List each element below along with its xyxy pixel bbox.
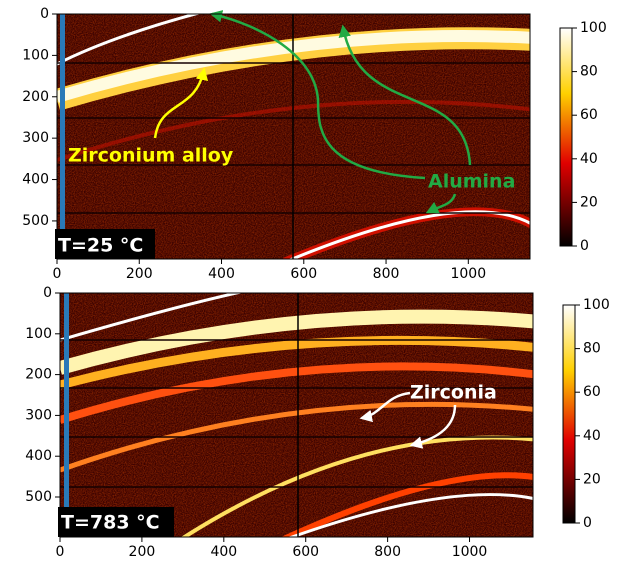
annotation: T=783 °C <box>61 512 160 534</box>
detector-image <box>57 14 530 259</box>
label-box <box>55 229 155 259</box>
x-tick-label: 1000 <box>452 544 488 560</box>
x-tick-label: 400 <box>210 544 237 560</box>
colorbar-tick-label: 20 <box>583 471 601 487</box>
y-tick-label: 400 <box>22 172 49 188</box>
annotation: Zirconia <box>410 382 497 404</box>
x-tick-label: 600 <box>290 266 317 282</box>
colorbar <box>559 27 573 247</box>
x-tick-label: 0 <box>56 544 65 560</box>
colorbar-tick-label: 60 <box>583 384 601 400</box>
y-tick-label: 0 <box>40 6 49 22</box>
annotation: T=25 °C <box>58 235 143 257</box>
x-tick-label: 400 <box>208 266 235 282</box>
colorbar-tick-label: 80 <box>583 341 601 357</box>
annotation: Alumina <box>428 171 515 193</box>
x-tick-label: 1000 <box>450 266 486 282</box>
y-tick-label: 300 <box>25 407 52 423</box>
colorbar-tick-label: 80 <box>580 64 598 80</box>
x-tick-label: 800 <box>374 544 401 560</box>
colorbar-tick-label: 40 <box>580 151 598 167</box>
colorbar-tick-label: 20 <box>580 194 598 210</box>
x-tick-label: 600 <box>292 544 319 560</box>
colorbar-tick-label: 0 <box>580 238 589 254</box>
y-tick-label: 400 <box>25 448 52 464</box>
y-tick-label: 500 <box>25 489 52 505</box>
y-tick-label: 200 <box>25 367 52 383</box>
colorbar <box>562 304 576 524</box>
y-tick-label: 100 <box>22 47 49 63</box>
x-tick-label: 200 <box>126 266 153 282</box>
y-tick-label: 200 <box>22 89 49 105</box>
x-tick-label: 200 <box>129 544 156 560</box>
y-tick-label: 0 <box>43 285 52 301</box>
colorbar-tick-label: 60 <box>580 107 598 123</box>
arrows <box>153 10 472 449</box>
y-tick-label: 100 <box>25 326 52 342</box>
label-box <box>58 507 174 537</box>
colorbar-tick-label: 0 <box>583 515 592 531</box>
annotation: Zirconium alloy <box>68 145 234 167</box>
x-tick-label: 800 <box>373 266 400 282</box>
y-tick-label: 300 <box>22 130 49 146</box>
y-tick-label: 500 <box>22 213 49 229</box>
colorbar-tick-label: 100 <box>580 20 607 36</box>
colorbar-tick-label: 100 <box>583 297 610 313</box>
x-tick-label: 0 <box>53 266 62 282</box>
plot-frame <box>56 13 531 260</box>
colorbar-tick-label: 40 <box>583 428 601 444</box>
